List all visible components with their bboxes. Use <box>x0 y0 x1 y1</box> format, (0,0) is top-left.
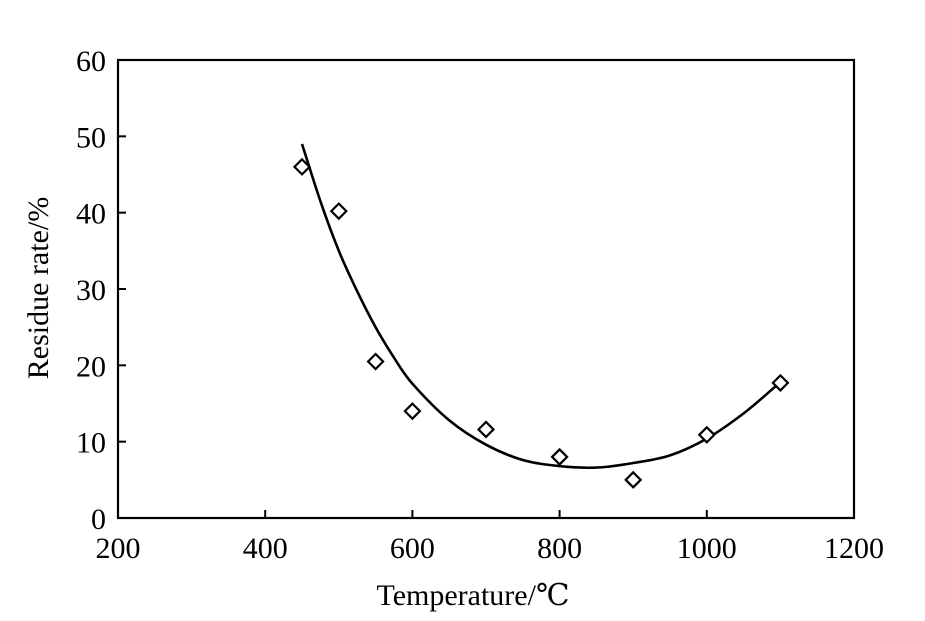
plot-frame <box>116 58 856 520</box>
data-point-diamond <box>476 420 496 439</box>
data-point-diamond <box>624 470 643 489</box>
x-tick-label: 1200 <box>824 532 884 565</box>
x-axis-ticks: 200 400 600 800 1000 1200 <box>96 510 884 565</box>
x-axis-title: Temperature/℃ <box>376 579 569 612</box>
data-point-diamond <box>403 402 422 421</box>
data-point-diamond <box>550 447 569 466</box>
data-point-diamond <box>771 373 790 392</box>
x-tick-label: 400 <box>243 532 288 565</box>
y-tick-label: 20 <box>76 350 106 383</box>
x-tick-label: 1000 <box>677 532 737 565</box>
y-axis-ticks: 0 10 20 30 40 50 60 <box>76 45 126 536</box>
x-tick-label: 800 <box>537 532 582 565</box>
y-tick-label: 0 <box>91 503 106 536</box>
y-tick-label: 40 <box>76 198 106 231</box>
x-tick-label: 200 <box>96 532 141 565</box>
y-axis-title: Residue rate/% <box>22 197 55 379</box>
data-points <box>292 157 790 489</box>
fit-curve <box>300 143 782 470</box>
data-point-diamond <box>292 157 312 176</box>
y-tick-label: 50 <box>76 121 106 154</box>
y-tick-label: 30 <box>76 274 106 307</box>
y-tick-label: 10 <box>76 427 106 460</box>
data-point-diamond <box>697 425 716 444</box>
y-tick-label: 60 <box>76 45 106 78</box>
data-point-diamond <box>329 202 348 221</box>
x-tick-label: 600 <box>390 532 435 565</box>
data-point-diamond <box>366 352 385 371</box>
